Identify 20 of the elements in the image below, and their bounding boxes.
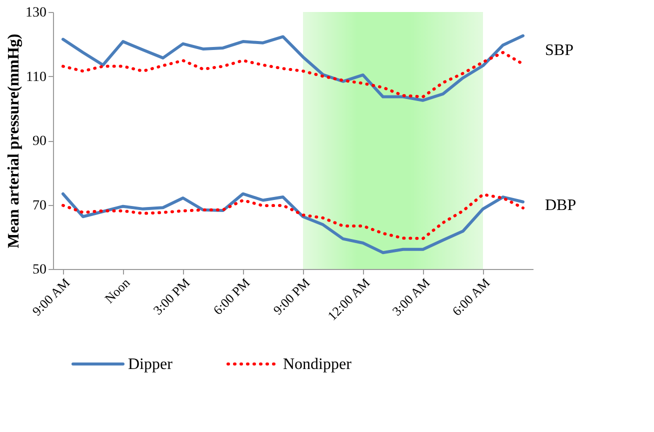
line-series	[62, 50, 524, 98]
line-series	[62, 192, 524, 240]
y-axis-title: Mean arterial pressure(mmHg)	[6, 34, 22, 248]
legend-label: Dipper	[128, 356, 174, 373]
legend-label: Nondipper	[283, 356, 352, 373]
x-tick-label: 9:00 PM	[270, 274, 313, 318]
x-tick-label: 9:00 AM	[29, 274, 74, 319]
y-tick-label: 130	[26, 6, 46, 20]
line-series	[62, 34, 524, 102]
text: DBP	[545, 196, 576, 214]
y-tick-label: 90	[32, 134, 46, 149]
y-tick-label: 70	[32, 198, 46, 214]
x-tick-label: 6:00 AM	[449, 274, 494, 319]
x-tick-label: 3:00 AM	[389, 274, 434, 319]
line-series	[62, 192, 524, 254]
y-tick-label: 110	[26, 70, 46, 85]
text: SBP	[545, 42, 574, 59]
y-tick-label: 50	[32, 262, 46, 278]
x-tick-label: 3:00 PM	[150, 274, 193, 318]
x-tick-label: 6:00 PM	[210, 274, 253, 318]
